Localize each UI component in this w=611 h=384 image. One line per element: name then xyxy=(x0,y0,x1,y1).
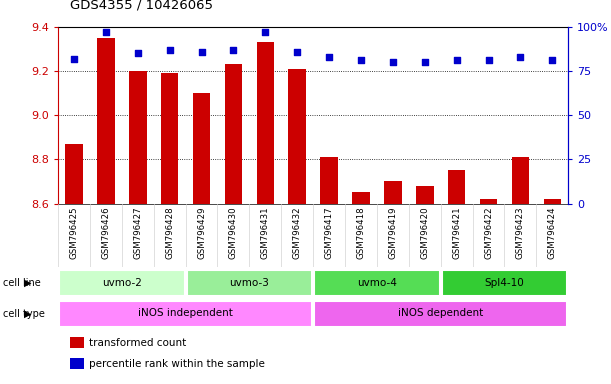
Text: Spl4-10: Spl4-10 xyxy=(485,278,524,288)
Text: GSM796432: GSM796432 xyxy=(293,207,302,259)
Bar xyxy=(320,157,338,204)
Bar xyxy=(384,182,401,204)
Text: GSM796422: GSM796422 xyxy=(484,207,493,259)
Point xyxy=(547,57,557,63)
Text: GSM796417: GSM796417 xyxy=(324,207,334,259)
Text: ▶: ▶ xyxy=(24,309,32,319)
Text: GSM796418: GSM796418 xyxy=(356,207,365,259)
Point xyxy=(197,48,207,55)
Bar xyxy=(480,199,497,204)
Text: transformed count: transformed count xyxy=(89,338,186,348)
Bar xyxy=(257,42,274,204)
Text: GSM796421: GSM796421 xyxy=(452,207,461,259)
Point xyxy=(165,47,175,53)
Point xyxy=(260,29,270,35)
Text: percentile rank within the sample: percentile rank within the sample xyxy=(89,359,265,369)
Bar xyxy=(448,170,466,204)
Bar xyxy=(192,93,210,204)
Text: uvmo-4: uvmo-4 xyxy=(357,278,397,288)
Text: GSM796431: GSM796431 xyxy=(261,207,270,259)
Text: GSM796430: GSM796430 xyxy=(229,207,238,259)
Bar xyxy=(288,69,306,204)
Bar xyxy=(511,157,529,204)
Text: GSM796428: GSM796428 xyxy=(165,207,174,259)
Text: GSM796429: GSM796429 xyxy=(197,207,206,259)
Point xyxy=(324,54,334,60)
Point xyxy=(356,57,366,63)
Point xyxy=(516,54,525,60)
Text: GSM796420: GSM796420 xyxy=(420,207,430,259)
Text: uvmo-3: uvmo-3 xyxy=(229,278,269,288)
Bar xyxy=(161,73,178,204)
Bar xyxy=(442,270,567,296)
Bar xyxy=(314,270,440,296)
Point xyxy=(452,57,461,63)
Bar xyxy=(65,144,82,204)
Point xyxy=(101,29,111,35)
Point xyxy=(420,59,430,65)
Bar xyxy=(544,199,561,204)
Text: iNOS dependent: iNOS dependent xyxy=(398,308,483,318)
Bar xyxy=(225,65,242,204)
Text: cell type: cell type xyxy=(3,309,45,319)
Text: GSM796423: GSM796423 xyxy=(516,207,525,259)
Point xyxy=(69,56,79,62)
Text: uvmo-2: uvmo-2 xyxy=(102,278,142,288)
Text: cell line: cell line xyxy=(3,278,41,288)
Bar xyxy=(59,270,185,296)
Text: GSM796426: GSM796426 xyxy=(101,207,111,259)
Bar xyxy=(314,301,567,327)
Point xyxy=(388,59,398,65)
Text: GSM796427: GSM796427 xyxy=(133,207,142,259)
Text: GSM796424: GSM796424 xyxy=(548,207,557,259)
Point xyxy=(292,48,302,55)
Bar xyxy=(97,38,115,204)
Bar xyxy=(59,301,312,327)
Bar xyxy=(416,186,434,204)
Point xyxy=(484,57,494,63)
Point xyxy=(229,47,238,53)
Text: iNOS independent: iNOS independent xyxy=(138,308,233,318)
Text: GSM796425: GSM796425 xyxy=(70,207,78,259)
Point xyxy=(133,50,142,56)
Text: ▶: ▶ xyxy=(24,278,32,288)
Bar xyxy=(352,192,370,204)
Bar xyxy=(129,71,147,204)
Text: GDS4355 / 10426065: GDS4355 / 10426065 xyxy=(70,0,213,12)
Bar xyxy=(186,270,312,296)
Text: GSM796419: GSM796419 xyxy=(389,207,397,259)
